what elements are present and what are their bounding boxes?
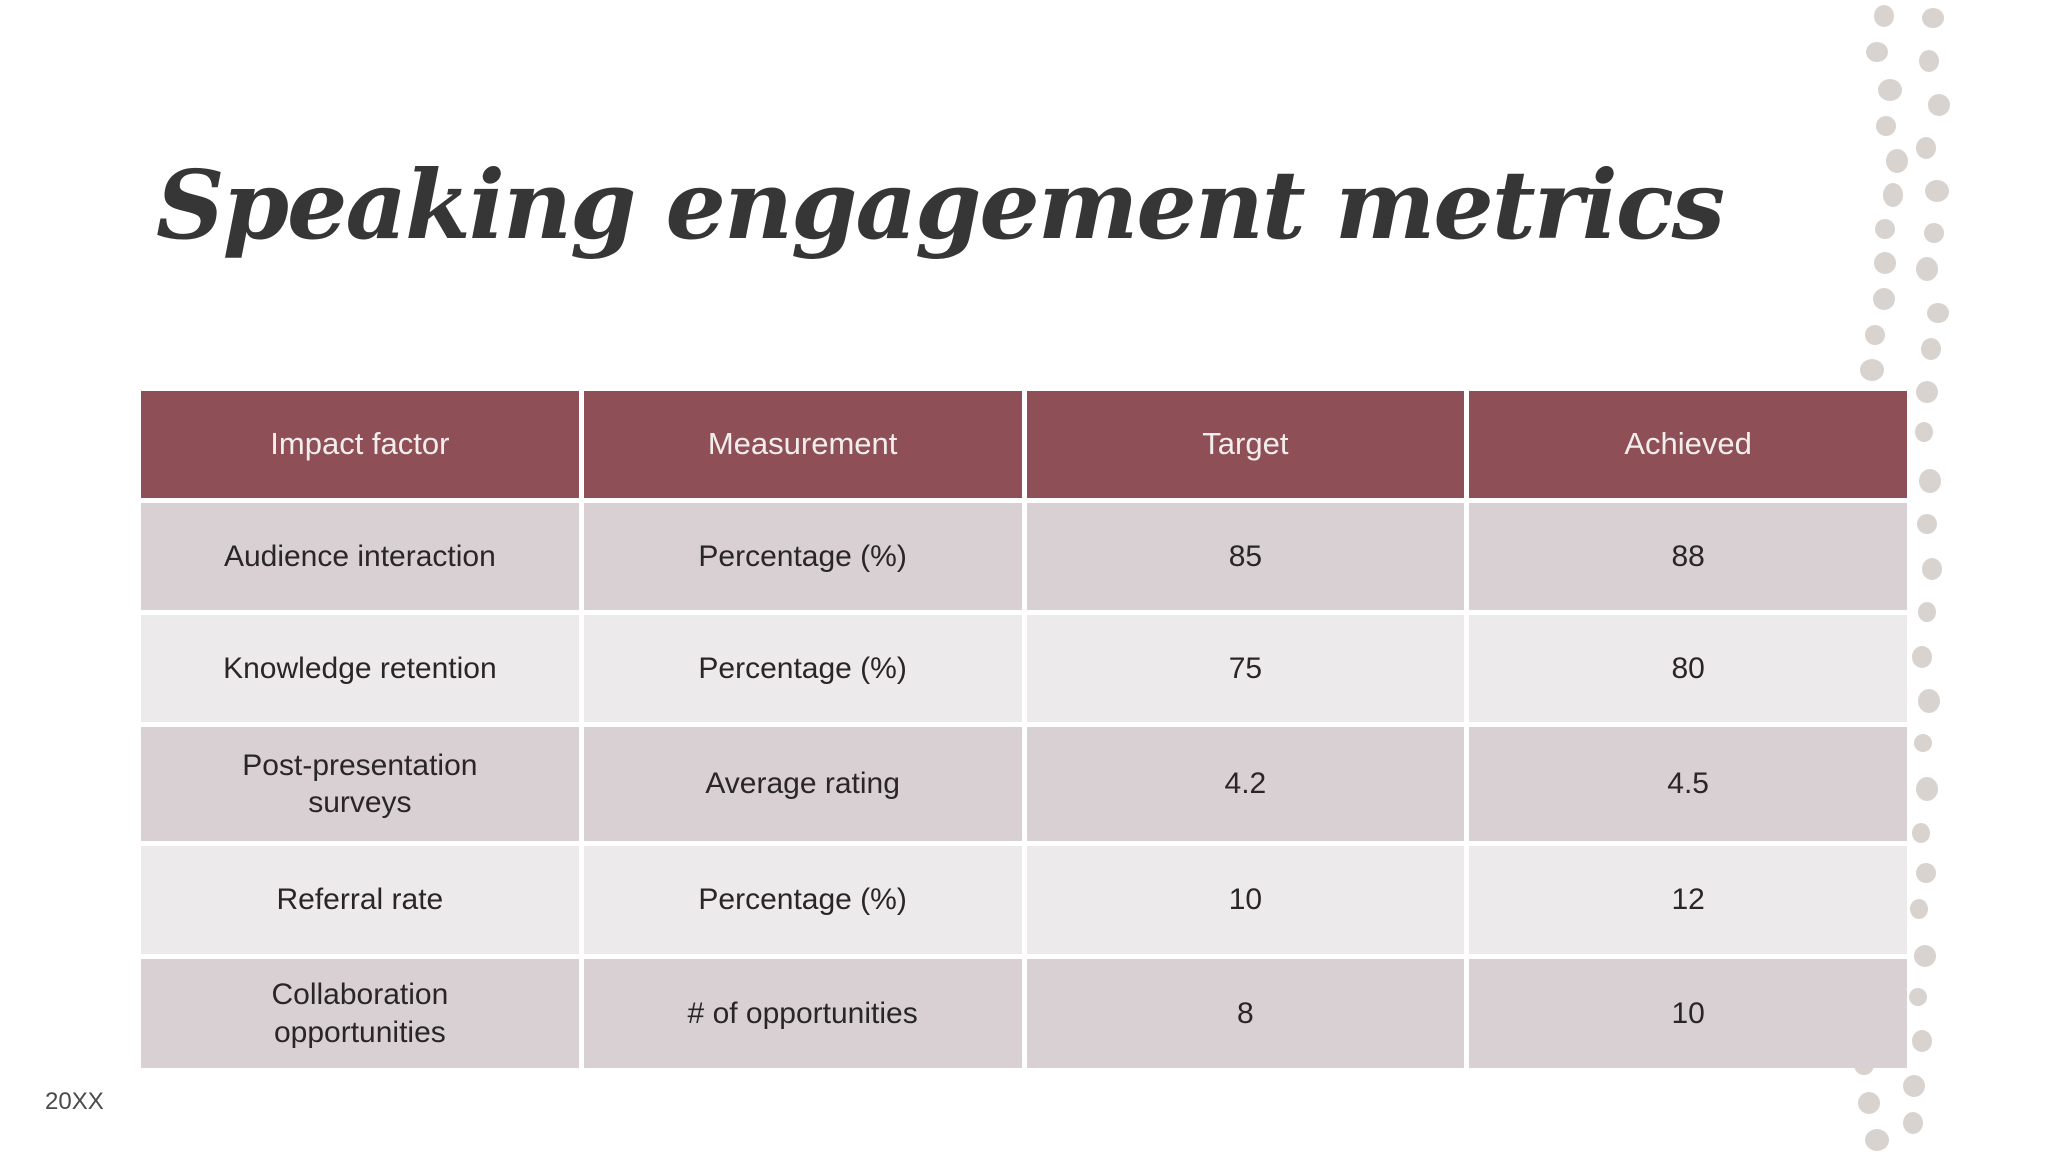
table-cell: 88 — [1469, 503, 1907, 610]
table-cell: Knowledge retention — [141, 615, 579, 722]
table-cell: Post-presentation surveys — [141, 727, 579, 841]
column-header-achieved: Achieved — [1469, 391, 1907, 498]
table-cell: # of opportunities — [583, 959, 1022, 1068]
row-label: Knowledge retention — [223, 651, 497, 685]
table-cell: 4.2 — [1026, 727, 1465, 841]
table-cell: Collaboration opportunities — [141, 959, 579, 1068]
table-cell: 10 — [1026, 846, 1465, 954]
table-cell: Percentage (%) — [583, 846, 1022, 954]
column-header-target: Target — [1026, 391, 1465, 498]
metrics-table: Impact factor Measurement Target Achieve… — [141, 391, 1907, 1068]
table-cell: 80 — [1469, 615, 1907, 722]
table-cell: 75 — [1026, 615, 1465, 722]
table-cell: 8 — [1026, 959, 1465, 1068]
table-cell: Audience interaction — [141, 503, 579, 610]
table-cell: 4.5 — [1469, 727, 1907, 841]
table-cell: Percentage (%) — [583, 503, 1022, 610]
slide-title: Speaking engagement metrics — [156, 150, 1725, 261]
table-cell: 12 — [1469, 846, 1907, 954]
column-header-measurement: Measurement — [583, 391, 1022, 498]
row-label: Post-presentation surveys — [242, 748, 478, 820]
row-label: Collaboration opportunities — [271, 978, 449, 1049]
row-label: Audience interaction — [223, 539, 496, 573]
column-header-impact-factor: Impact factor — [141, 391, 579, 498]
table-cell: Average rating — [583, 727, 1022, 841]
row-label: Referral rate — [276, 883, 444, 917]
table-cell: Percentage (%) — [583, 615, 1022, 722]
footer-year: 20XX — [45, 1088, 104, 1115]
table-cell: Referral rate — [141, 846, 579, 954]
table-cell: 10 — [1469, 959, 1907, 1068]
table-cell: 85 — [1026, 503, 1465, 610]
